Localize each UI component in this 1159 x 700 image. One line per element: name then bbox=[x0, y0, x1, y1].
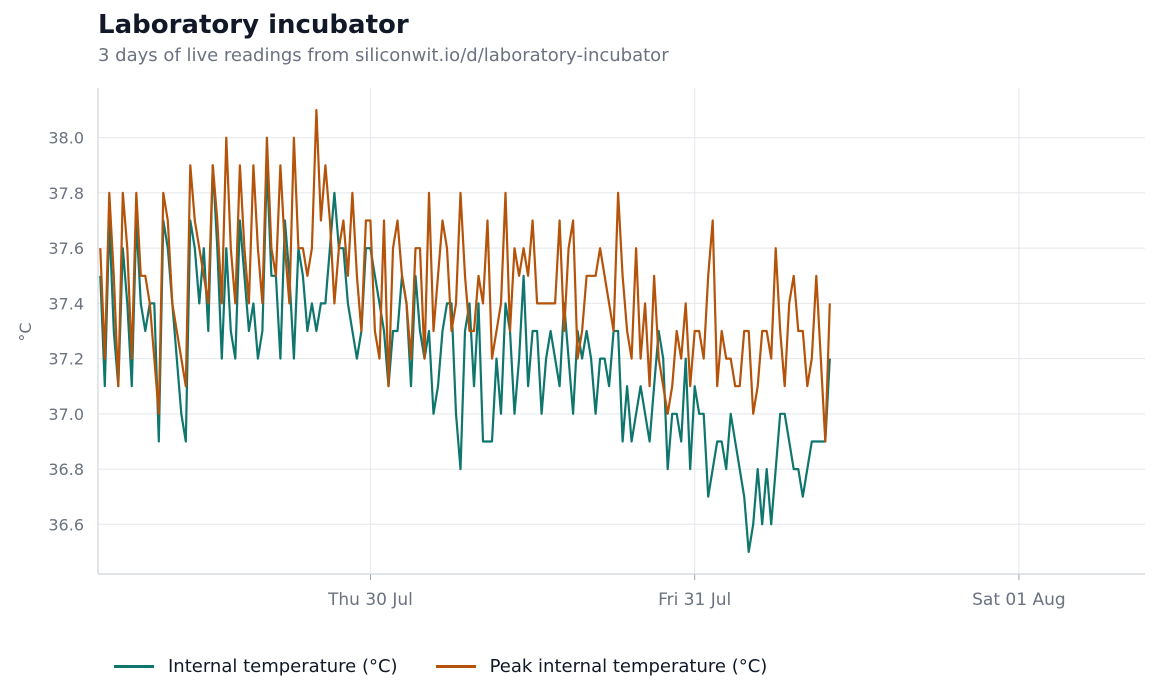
legend-item-internal[interactable]: Internal temperature (°C) bbox=[114, 656, 398, 677]
series-lines bbox=[99, 108, 831, 554]
legend: Internal temperature (°C) Peak internal … bbox=[114, 656, 805, 677]
x-tick-labels: Thu 30 Jul Fri 31 Jul Sat 01 Aug bbox=[327, 590, 1066, 610]
legend-swatch-peak bbox=[435, 665, 476, 668]
x-tick-label: Fri 31 Jul bbox=[658, 590, 731, 610]
y-tick-label: 38.0 bbox=[48, 129, 84, 148]
series-line-peak bbox=[99, 108, 831, 443]
axes bbox=[97, 88, 1145, 580]
y-tick-label: 37.0 bbox=[48, 405, 84, 424]
chart-title: Laboratory incubator bbox=[98, 10, 409, 40]
chart-subtitle: 3 days of live readings from siliconwit.… bbox=[98, 45, 669, 66]
y-tick-label: 37.6 bbox=[48, 239, 84, 258]
legend-swatch-internal bbox=[114, 665, 154, 668]
line-chart: 36.6 36.8 37.0 37.2 37.4 37.6 37.8 38.0 Thu 30 … bbox=[16, 88, 1145, 610]
y-tick-label: 37.8 bbox=[48, 184, 84, 203]
y-tick-labels: 36.6 36.8 37.0 37.2 37.4 37.6 37.8 38.0 bbox=[48, 129, 84, 535]
legend-item-peak[interactable]: Peak internal temperature (°C) bbox=[435, 656, 768, 677]
x-tick-label: Thu 30 Jul bbox=[327, 590, 413, 610]
y-tick-label: 37.2 bbox=[48, 350, 84, 369]
y-axis-label: °C bbox=[16, 322, 35, 341]
x-tick-label: Sat 01 Aug bbox=[972, 590, 1066, 610]
series-line-internal bbox=[99, 164, 831, 554]
y-tick-label: 36.6 bbox=[48, 515, 84, 534]
y-tick-label: 37.4 bbox=[48, 294, 84, 313]
y-tick-label: 36.8 bbox=[48, 460, 84, 479]
legend-label-internal: Internal temperature (°C) bbox=[168, 656, 398, 677]
legend-label-peak: Peak internal temperature (°C) bbox=[489, 656, 768, 677]
